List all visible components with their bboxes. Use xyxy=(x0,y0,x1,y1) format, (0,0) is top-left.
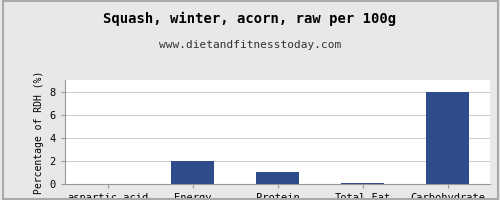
Bar xyxy=(256,172,299,184)
Y-axis label: Percentage of RDH (%): Percentage of RDH (%) xyxy=(34,70,44,194)
Bar xyxy=(426,92,469,184)
Text: Squash, winter, acorn, raw per 100g: Squash, winter, acorn, raw per 100g xyxy=(104,12,397,26)
Bar xyxy=(171,161,214,184)
Text: www.dietandfitnesstoday.com: www.dietandfitnesstoday.com xyxy=(159,40,341,50)
Bar xyxy=(341,183,384,184)
